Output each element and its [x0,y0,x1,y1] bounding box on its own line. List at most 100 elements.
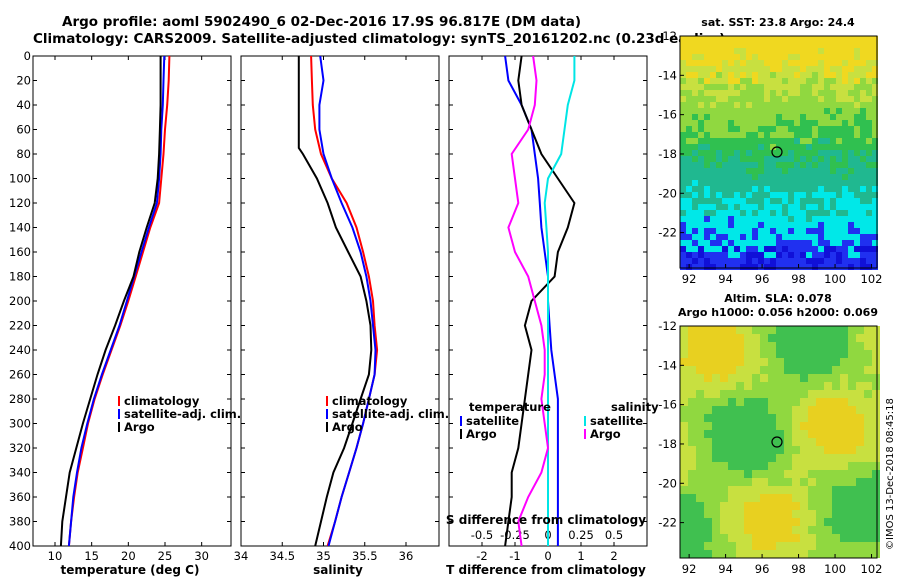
sla-map-title2: Argo h1000: 0.056 h2000: 0.069 [678,306,878,319]
sst-cell [794,96,800,102]
sla-cell [736,366,744,374]
sla-cell [800,486,808,494]
sla-cell [744,462,752,470]
sla-cell [864,542,872,550]
sla-cell [840,462,848,470]
sst-cell [698,246,704,252]
sla-cell [680,342,688,350]
sst-cell [842,144,848,150]
sst-cell [704,156,710,162]
sst-cell [752,204,758,210]
sst-cell [764,210,770,216]
sla-cell [720,398,728,406]
sst-cell [686,222,692,228]
sst-cell [824,210,830,216]
sla-cell [856,534,864,542]
legend-label: climatology [124,394,200,408]
sst-cell [788,228,794,234]
sst-cell [722,48,728,54]
sst-cell [776,126,782,132]
sst-cell [686,48,692,54]
sst-cell [746,198,752,204]
sla-cell [752,390,760,398]
sst-cell [722,258,728,264]
sst-cell [818,48,824,54]
sla-cell [800,326,808,334]
sla-cell [736,398,744,406]
sla-cell [856,470,864,478]
sst-cell [800,180,806,186]
sst-cell [698,42,704,48]
sla-cell [856,526,864,534]
sla-cell [864,494,872,502]
sla-cell [784,390,792,398]
sla-cell [800,398,808,406]
sla-cell [864,478,872,486]
sst-cell [812,126,818,132]
sst-cell [800,144,806,150]
sst-cell [836,90,842,96]
sst-cell [734,264,740,270]
sla-cell [792,342,800,350]
sla-cell [800,534,808,542]
sla-cell [872,374,880,382]
sla-cell [704,494,712,502]
sst-cell [716,150,722,156]
sla-cell [744,382,752,390]
sst-cell [722,246,728,252]
sla-cell [704,446,712,454]
sst-cell [746,258,752,264]
sst-cell [764,78,770,84]
sla-cell [840,406,848,414]
sst-cell [806,78,812,84]
sst-cell [782,252,788,258]
map-y-tick-label: -16 [658,398,677,412]
sst-cell [776,42,782,48]
sst-cell [722,240,728,246]
sst-cell [800,48,806,54]
sla-cell [728,414,736,422]
sst-cell [722,84,728,90]
sst-cell [704,132,710,138]
sst-cell [824,156,830,162]
sst-cell [692,84,698,90]
sst-cell [830,234,836,240]
sst-cell [794,234,800,240]
sst-cell [830,198,836,204]
sst-cell [806,42,812,48]
sla-cell [848,494,856,502]
sla-cell [872,358,880,366]
sst-cell [704,204,710,210]
sst-cell [692,210,698,216]
sst-cell [806,114,812,120]
sst-cell [710,162,716,168]
sst-cell [782,162,788,168]
sst-cell [728,42,734,48]
sst-cell [794,90,800,96]
sst-cell [698,150,704,156]
sst-cell [806,138,812,144]
sla-cell [712,454,720,462]
sla-cell [840,342,848,350]
sst-cell [776,72,782,78]
sst-cell [764,198,770,204]
sst-cell [788,162,794,168]
sst-cell [836,186,842,192]
sst-cell [788,138,794,144]
sla-cell [680,494,688,502]
sst-cell [704,150,710,156]
salinity-panel: 34 34.5 35 35.5 36climatologysatellite-adj. … [234,55,449,563]
sst-cell [710,216,716,222]
sst-cell [710,192,716,198]
sla-cell [776,366,784,374]
sst-cell [848,42,854,48]
sst-cell [746,252,752,258]
sst-cell [842,126,848,132]
sst-cell [746,108,752,114]
sla-cell [872,382,880,390]
sst-cell [782,228,788,234]
sst-cell [686,54,692,60]
sst-cell [740,78,746,84]
sla-cell [784,366,792,374]
sla-cell [680,366,688,374]
